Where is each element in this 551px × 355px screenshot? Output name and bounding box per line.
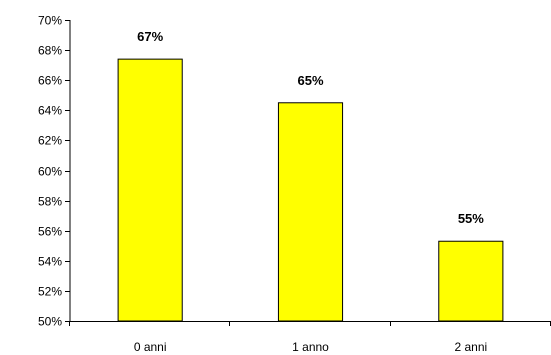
- bar: [277, 102, 344, 322]
- y-tick-label: 56%: [38, 225, 62, 239]
- data-label: 65%: [297, 73, 323, 88]
- bar: [117, 58, 183, 322]
- bar: [438, 240, 504, 322]
- y-tick-label: 54%: [38, 255, 62, 269]
- y-tick-label: 58%: [38, 195, 62, 209]
- y-tick-label: 70%: [38, 14, 62, 28]
- data-labels: 67% 65% 55%: [137, 29, 484, 226]
- x-axis: 0 anni 1 anno 2 anni: [69, 321, 551, 354]
- y-tick-label: 62%: [38, 134, 62, 148]
- y-tick-label: 68%: [38, 44, 62, 58]
- x-tick-label: 2 anni: [454, 340, 487, 354]
- y-axis: 50% 52% 54% 56% 58% 60% 62% 64% 66% 68% 70%: [38, 14, 71, 329]
- y-tick-label: 64%: [38, 104, 62, 118]
- bars: [117, 58, 504, 322]
- data-label: 67%: [137, 29, 163, 44]
- data-label: 55%: [458, 211, 484, 226]
- y-tick-label: 60%: [38, 165, 62, 179]
- x-tick-label: 0 anni: [134, 340, 167, 354]
- y-tick-label: 66%: [38, 74, 62, 88]
- x-tick-label: 1 anno: [292, 340, 329, 354]
- y-tick-label: 50%: [38, 315, 62, 329]
- y-tick-label: 52%: [38, 285, 62, 299]
